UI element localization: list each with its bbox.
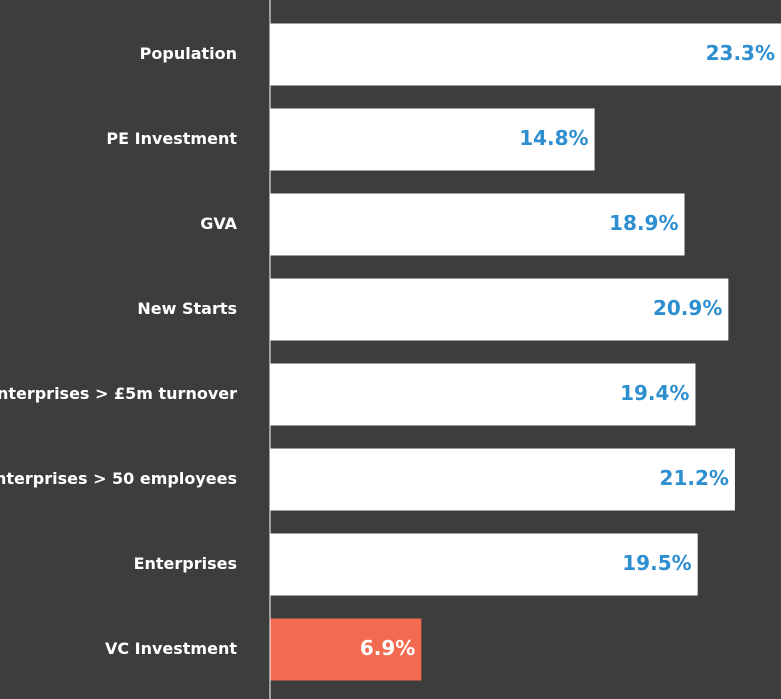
bar [270,193,685,256]
value-label: 23.3% [706,41,775,65]
category-label: PE Investment [106,129,237,148]
category-label: VC Investment [105,639,237,658]
value-label: 18.9% [609,211,678,235]
category-label: New Starts [137,299,237,318]
value-label: 21.2% [660,466,729,490]
value-label: 20.9% [653,296,722,320]
value-label: 19.5% [622,551,691,575]
value-label: 19.4% [620,381,689,405]
bar [270,108,595,171]
bar [270,618,422,681]
category-label: Enterprises > £5m turnover [0,384,237,403]
category-label: Enterprises > 50 employees [0,469,237,488]
bar [270,363,696,426]
category-label: GVA [200,214,237,233]
bar [270,533,698,596]
category-label: Enterprises [134,554,237,573]
value-label: 14.8% [519,126,588,150]
category-label: Population [140,44,237,63]
bar [270,23,781,86]
bar [270,448,735,511]
value-label: 6.9% [360,636,415,660]
bar [270,278,729,341]
